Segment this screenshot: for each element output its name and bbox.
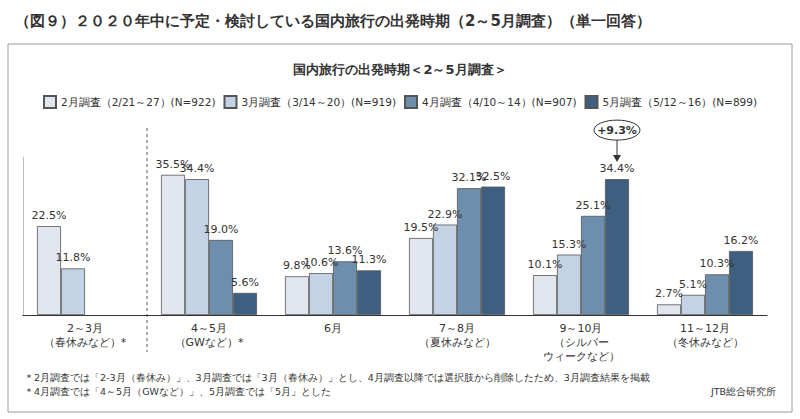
svg-text:5.6%: 5.6% (231, 276, 259, 289)
svg-text:34.4%: 34.4% (180, 162, 215, 175)
svg-text:7～8月: 7～8月 (439, 322, 475, 335)
svg-text:6月: 6月 (324, 322, 342, 335)
svg-text:9～10月: 9～10月 (560, 322, 603, 335)
svg-text:4月調査（4/10～14）(N=907): 4月調査（4/10～14）(N=907) (422, 96, 577, 108)
svg-text:JTB総合研究所: JTB総合研究所 (710, 386, 776, 397)
svg-text:35.5%: 35.5% (155, 157, 191, 171)
svg-text:国内旅行の出発時期＜2～5月調査＞: 国内旅行の出発時期＜2～5月調査＞ (293, 62, 506, 77)
svg-text:5月調査（5/12～16）(N=899): 5月調査（5/12～16）(N=899) (603, 96, 758, 108)
svg-text:4～5月: 4～5月 (191, 322, 227, 335)
svg-text:（図９）２０２０年中に予定・検討している国内旅行の出発時期（: （図９）２０２０年中に予定・検討している国内旅行の出発時期（2～5月調査）（単一… (15, 12, 651, 30)
svg-text:5.1%: 5.1% (679, 278, 707, 291)
svg-text:ウィークなど）: ウィークなど） (543, 350, 620, 363)
svg-text:16.2%: 16.2% (724, 234, 759, 247)
svg-text:＊4月調査では「4～5月（GWなど）」、5月調査では「5月」: ＊4月調査では「4～5月（GWなど）」、5月調査では「5月」とした (24, 386, 331, 397)
svg-text:22.5%: 22.5% (32, 209, 67, 222)
svg-text:（シルバー: （シルバー (554, 336, 609, 349)
svg-text:＊2月調査では「2-3月（春休み）」、3月調査では「3月（春: ＊2月調査では「2-3月（春休み）」、3月調査では「3月（春休み）」とし、4月調… (24, 372, 650, 383)
svg-text:3月調査（3/14～20）(N=919): 3月調査（3/14～20）(N=919) (241, 96, 396, 108)
svg-text:（冬休みなど）: （冬休みなど） (667, 336, 744, 349)
svg-text:2月調査（2/21～27）(N=922): 2月調査（2/21～27）(N=922) (61, 96, 216, 108)
svg-text:（春休みなど）*: （春休みなど）* (44, 336, 127, 349)
svg-text:10.3%: 10.3% (700, 257, 735, 270)
svg-text:19.0%: 19.0% (204, 223, 239, 236)
svg-text:2.7%: 2.7% (655, 287, 683, 301)
svg-text:15.3%: 15.3% (552, 238, 587, 251)
svg-text:32.1%: 32.1% (451, 171, 487, 185)
svg-text:11～12月: 11～12月 (680, 322, 730, 335)
svg-text:25.1%: 25.1% (576, 199, 611, 212)
svg-text:22.9%: 22.9% (428, 208, 463, 221)
svg-text:34.4%: 34.4% (600, 162, 635, 175)
svg-text:（GWなど）*: （GWなど）* (175, 336, 244, 349)
svg-text:32.5%: 32.5% (476, 170, 511, 183)
svg-text:11.8%: 11.8% (56, 251, 91, 264)
svg-text:10.6%: 10.6% (304, 256, 339, 269)
svg-text:10.1%: 10.1% (528, 258, 563, 271)
svg-text:2～3月: 2～3月 (67, 322, 103, 335)
svg-text:+9.3%: +9.3% (597, 124, 637, 137)
svg-text:（夏休みなど）: （夏休みなど） (419, 336, 496, 349)
svg-text:11.3%: 11.3% (352, 253, 387, 266)
svg-text:19.5%: 19.5% (404, 221, 439, 234)
svg-text:13.6%: 13.6% (327, 244, 363, 258)
svg-text:9.8%: 9.8% (283, 259, 311, 273)
